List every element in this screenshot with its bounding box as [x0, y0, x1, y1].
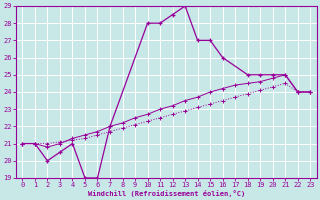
X-axis label: Windchill (Refroidissement éolien,°C): Windchill (Refroidissement éolien,°C) — [88, 190, 245, 197]
